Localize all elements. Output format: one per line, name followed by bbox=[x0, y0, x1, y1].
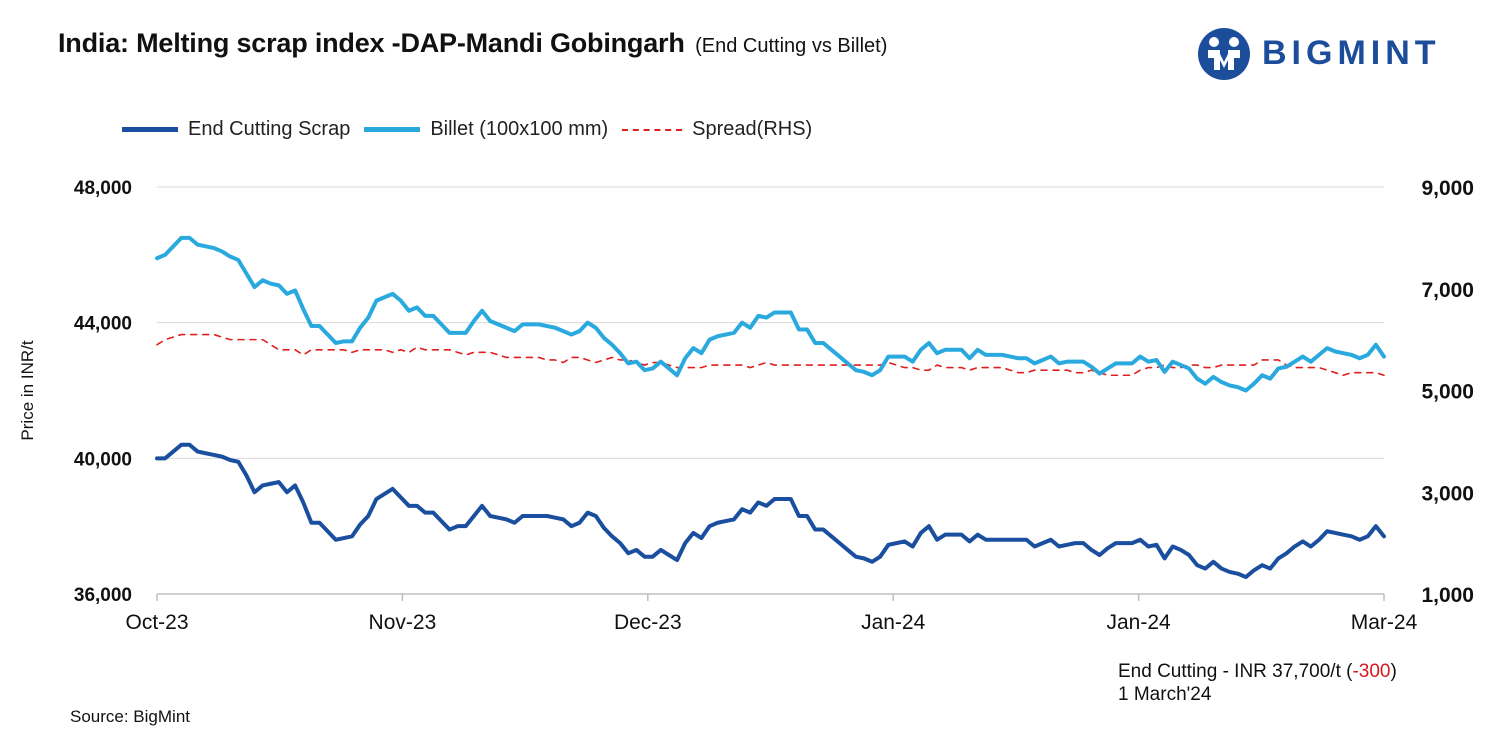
price-note-line: End Cutting - INR 37,700/t (-300) bbox=[1118, 660, 1397, 683]
legend-item-end-cutting: End Cutting Scrap bbox=[122, 118, 350, 141]
x-tick-label: Jan-24 bbox=[861, 611, 926, 634]
logo-wordmark: BIGMINT bbox=[1262, 34, 1441, 72]
bigmint-logo: BIGMINT bbox=[1196, 24, 1476, 84]
legend-label-billet: Billet (100x100 mm) bbox=[430, 118, 609, 140]
chart-header: India: Melting scrap index -DAP-Mandi Go… bbox=[58, 28, 887, 59]
bigmint-logo-icon bbox=[1198, 28, 1250, 80]
source-text: Source: BigMint bbox=[70, 707, 190, 726]
chart-title: India: Melting scrap index -DAP-Mandi Go… bbox=[58, 28, 685, 58]
chart-subtitle: (End Cutting vs Billet) bbox=[695, 35, 888, 57]
legend-swatch-end-cutting bbox=[122, 127, 178, 132]
y2-tick-label: 5,000 bbox=[1421, 381, 1474, 404]
legend-swatch-billet bbox=[364, 127, 421, 132]
price-note-date: 1 March'24 bbox=[1118, 684, 1212, 705]
price-note-prefix: End Cutting - INR 37,700/t ( bbox=[1118, 661, 1353, 682]
legend-item-spread: Spread(RHS) bbox=[622, 118, 812, 141]
chart-legend: End Cutting Scrap Billet (100x100 mm) Sp… bbox=[122, 118, 826, 141]
x-tick-label: Jan-24 bbox=[1106, 611, 1171, 634]
legend-item-billet: Billet (100x100 mm) bbox=[364, 118, 608, 141]
price-note-suffix: ) bbox=[1390, 661, 1397, 682]
legend-label-spread: Spread(RHS) bbox=[692, 118, 813, 140]
y-tick-label: 40,000 bbox=[74, 449, 132, 470]
y2-tick-label: 9,000 bbox=[1421, 177, 1474, 200]
x-tick-label: Oct-23 bbox=[125, 611, 188, 634]
y2-tick-label: 1,000 bbox=[1421, 584, 1474, 607]
x-tick-label: Mar-24 bbox=[1351, 611, 1418, 634]
y-axis-label: Price in INR/t bbox=[18, 340, 37, 440]
y-tick-label: 44,000 bbox=[74, 314, 132, 335]
x-tick-label: Nov-23 bbox=[369, 611, 437, 634]
price-change: -300 bbox=[1352, 661, 1391, 682]
x-tick-label: Dec-23 bbox=[614, 611, 682, 634]
y-tick-label: 36,000 bbox=[74, 585, 132, 606]
legend-label-end-cutting: End Cutting Scrap bbox=[188, 118, 351, 140]
y2-tick-label: 3,000 bbox=[1421, 482, 1474, 505]
series-line-billet bbox=[155, 235, 1386, 393]
series-line-end-cutting bbox=[155, 442, 1386, 580]
y-tick-label: 48,000 bbox=[74, 178, 132, 199]
y2-tick-label: 7,000 bbox=[1421, 279, 1474, 302]
price-note: End Cutting - INR 37,700/t (-300) 1 Marc… bbox=[1118, 660, 1397, 706]
legend-swatch-spread bbox=[622, 128, 683, 131]
series-line-spread bbox=[156, 333, 1385, 377]
